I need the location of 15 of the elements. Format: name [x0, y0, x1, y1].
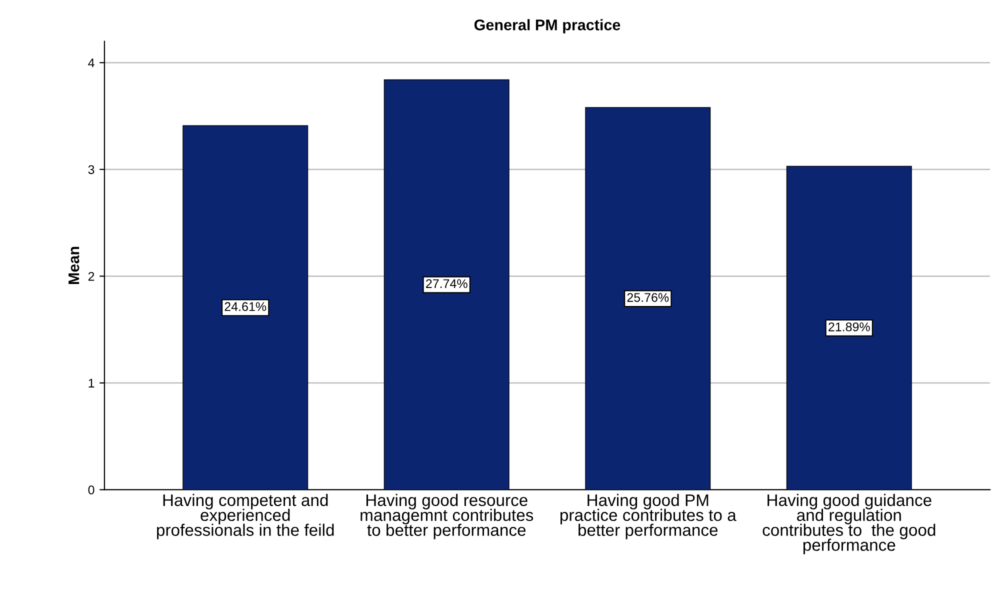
- x-tick-label: Having good guidance and regulation contributes to the good performance: [762, 494, 936, 554]
- y-tick-label: 4: [88, 58, 94, 68]
- x-tick-label: Having competent and experienced professionals in the feild: [157, 494, 334, 540]
- chart-title: General PM practice: [474, 19, 620, 34]
- y-tick-label: 2: [88, 272, 94, 281]
- annotation: 25.76%: [627, 293, 669, 302]
- annotation: 21.89%: [828, 322, 870, 332]
- annotation: 27.74%: [426, 279, 468, 288]
- y-tick-label: 0: [88, 486, 94, 494]
- x-tick-label: Having good resource managemnt contributes to better performance: [360, 494, 534, 540]
- annotation: 24.61%: [224, 302, 266, 312]
- y-axis-title: Mean: [68, 246, 80, 284]
- y-tick-label: 3: [88, 165, 94, 174]
- x-tick-label: Having good PM practice contributes to a better performance: [560, 494, 736, 540]
- y-tick-label: 1: [88, 378, 94, 388]
